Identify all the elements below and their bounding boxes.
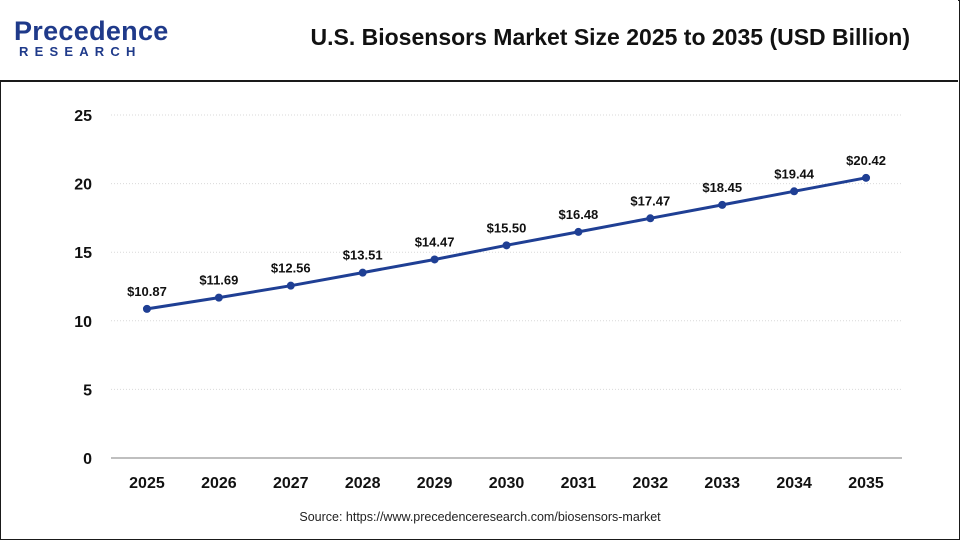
y-tick-label: 15 [74,245,92,262]
x-tick-label: 2031 [561,475,597,492]
data-label: $20.42 [846,153,886,168]
data-label: $18.45 [702,180,742,195]
data-point [430,255,439,264]
header: Precedence RESEARCH U.S. Biosensors Mark… [0,0,958,82]
x-tick-label: 2033 [704,475,740,492]
y-tick-label: 0 [83,451,92,468]
logo-wordmark: Precedence [14,16,169,46]
data-label: $10.87 [127,284,167,299]
x-tick-label: 2028 [345,475,381,492]
x-tick-label: 2026 [201,475,237,492]
x-tick-label: 2034 [776,475,812,492]
x-tick-label: 2025 [129,475,165,492]
data-label: $13.51 [343,248,383,263]
data-point [862,173,871,182]
data-label: $11.69 [199,273,238,288]
x-tick-label: 2035 [848,475,884,492]
data-point [286,281,295,290]
x-tick-label: 2030 [489,475,525,492]
logo-subtitle: RESEARCH [19,44,142,59]
data-label: $14.47 [415,234,455,249]
y-tick-label: 20 [74,177,92,194]
data-label: $12.56 [271,261,311,276]
data-point [790,187,799,196]
chart-title: U.S. Biosensors Market Size 2025 to 2035… [310,24,910,50]
data-point [718,200,727,209]
x-tick-label: 2029 [417,475,453,492]
data-label: $15.50 [487,220,527,235]
data-point [214,293,223,302]
x-tick-label: 2027 [273,475,309,492]
data-point [646,214,655,223]
y-tick-label: 25 [74,108,92,125]
y-tick-label: 5 [83,382,92,399]
data-point [502,241,511,250]
y-tick-label: 10 [74,314,92,331]
data-point [142,304,151,313]
data-label: $16.48 [559,207,599,222]
data-label: $19.44 [774,166,815,181]
data-point [574,227,583,236]
brand-logo: Precedence RESEARCH [14,16,168,64]
source-note: Source: https://www.precedenceresearch.c… [299,510,661,524]
data-label: $17.47 [630,193,670,208]
x-tick-label: 2032 [633,475,669,492]
data-point [358,268,367,277]
